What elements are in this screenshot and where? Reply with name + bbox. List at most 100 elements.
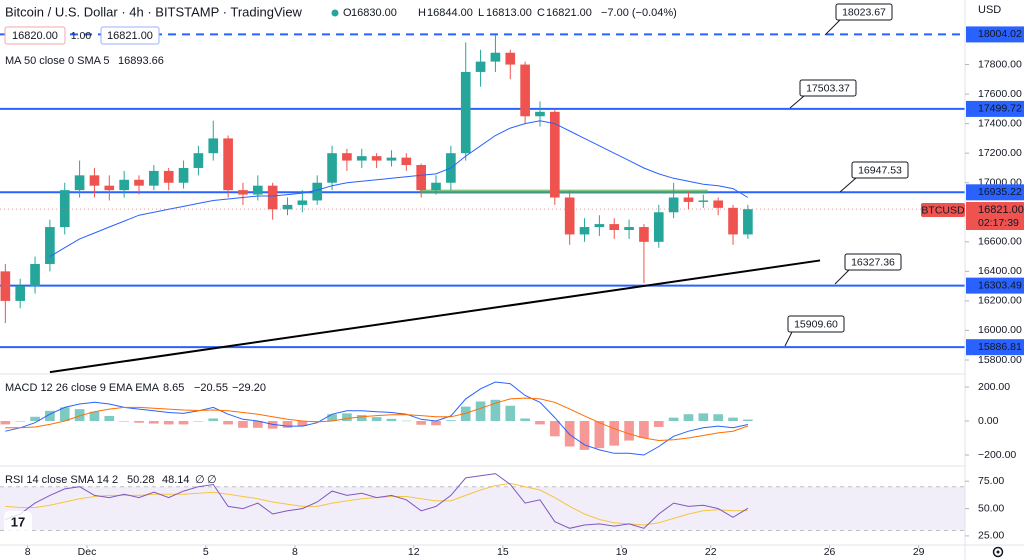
macd-histogram-bar xyxy=(401,420,412,422)
y-tick-label: 16000.00 xyxy=(978,324,1022,336)
macd-histogram-bar xyxy=(386,418,397,422)
tv-logo: 17 xyxy=(4,511,32,535)
candle-body xyxy=(639,227,649,242)
macd-histogram-bar xyxy=(564,421,575,447)
macd-histogram-bar xyxy=(163,421,174,425)
macd-histogram-bar xyxy=(520,418,530,422)
x-tick-label: 8 xyxy=(292,546,298,558)
macd-histogram-bar xyxy=(342,413,352,422)
candle-body xyxy=(0,271,11,301)
level-tag-text: 15886.81 xyxy=(978,341,1022,353)
macd-histogram-bar xyxy=(668,417,679,422)
macd-histogram-bar xyxy=(149,421,159,424)
callout-leader xyxy=(784,331,793,347)
macd-histogram-bar xyxy=(579,421,590,450)
y-tick-label: 25.00 xyxy=(978,530,1004,542)
macd-histogram-bar xyxy=(252,421,263,428)
macd-histogram-bar xyxy=(446,420,456,422)
macd-histogram-bar xyxy=(698,413,709,422)
x-tick-label: 15 xyxy=(497,546,509,558)
symbol-tag-text: BTCUSD xyxy=(921,204,965,216)
candle-body xyxy=(728,207,738,235)
rsi-legend-value: 48.14 xyxy=(162,474,190,486)
candle-body xyxy=(594,224,605,228)
svg-text:17: 17 xyxy=(11,514,25,529)
x-tick-label: 5 xyxy=(203,546,209,558)
trendline xyxy=(49,259,821,374)
callout-box xyxy=(844,253,902,271)
macd-histogram-bar xyxy=(104,415,115,422)
sell-price[interactable]: 16820.00 xyxy=(12,30,58,42)
macd-histogram-bar xyxy=(624,421,634,441)
candle-body xyxy=(713,200,724,208)
rsi-legend-value: 50.28 xyxy=(127,474,155,486)
x-tick-label: 8 xyxy=(25,546,31,558)
y-tick-label: 16200.00 xyxy=(978,295,1022,307)
candle-body xyxy=(386,157,397,161)
macd-histogram-bar xyxy=(0,421,11,425)
candle-body xyxy=(134,179,144,186)
x-tick-label: 29 xyxy=(913,546,925,558)
callout-box xyxy=(799,79,857,97)
buy-button[interactable] xyxy=(100,26,160,45)
macd-histogram-bar xyxy=(639,421,649,438)
macd-legend-value: −29.20 xyxy=(232,382,266,394)
callout-text: 15909.60 xyxy=(794,318,838,330)
macd-histogram-bar xyxy=(653,421,664,427)
y-tick-label: −200.00 xyxy=(978,449,1016,461)
candle-body xyxy=(342,153,352,161)
callout-leader xyxy=(789,95,805,109)
candle-body xyxy=(579,227,590,235)
macd-histogram-bar xyxy=(371,417,382,422)
rsi-legend-extra: ∅ xyxy=(207,474,217,486)
level-tag xyxy=(966,277,1024,294)
ohlc-item: C xyxy=(537,7,545,19)
candle-body xyxy=(30,263,40,287)
last-price: 16821.00 xyxy=(978,204,1024,216)
macd-histogram-bar xyxy=(89,411,100,422)
macd-histogram-bar xyxy=(134,421,144,423)
candle-body xyxy=(490,52,501,62)
y-tick-label: 75.00 xyxy=(978,475,1004,487)
macd-histogram-bar xyxy=(475,401,486,422)
symbol-tag xyxy=(921,203,965,217)
macd-histogram-bar xyxy=(297,421,308,427)
macd-histogram-bar xyxy=(683,414,694,422)
y-tick-label: 0.00 xyxy=(978,415,999,427)
callout-leader xyxy=(834,269,850,285)
candle-body xyxy=(297,200,308,205)
candle-body xyxy=(416,165,426,191)
candle-body xyxy=(683,197,694,202)
candle-body xyxy=(178,167,189,183)
x-tick-label: Dec xyxy=(78,546,97,558)
macd-histogram-bar xyxy=(193,421,204,422)
callout-box xyxy=(835,3,893,21)
level-tag xyxy=(966,184,1024,201)
candle-body xyxy=(743,209,753,235)
level-tag-text: 18004.02 xyxy=(978,28,1022,40)
macd-histogram-bar xyxy=(713,414,724,422)
buy-price[interactable]: 16821.00 xyxy=(107,30,153,42)
macd-histogram-bar xyxy=(327,414,337,422)
level-tag xyxy=(966,100,1024,117)
plot-layer: 8 Dec 5 8 12 15 19 22 26 29 18023.67 17503.37 16947.… xyxy=(0,3,965,558)
candle-body xyxy=(624,227,634,231)
candle-body xyxy=(223,138,233,191)
symbol-title: Bitcoin / U.S. Dollar · 4h · BITSTAMP · … xyxy=(5,4,303,19)
macd-histogram-bar xyxy=(728,417,738,422)
callout-text: 16327.36 xyxy=(851,256,895,268)
countdown: 02:17:39 xyxy=(978,217,1019,229)
ma-value: 16893.66 xyxy=(118,55,164,67)
macd-histogram-bar xyxy=(282,421,293,428)
candle-body xyxy=(535,111,545,117)
candle-body xyxy=(475,61,486,72)
sell-button[interactable] xyxy=(4,26,66,45)
settings-icon[interactable] xyxy=(992,546,1004,558)
ohlc-item: L xyxy=(478,7,484,19)
rsi-label: RSI 14 close SMA 14 2 xyxy=(5,474,118,486)
macd-histogram-bar xyxy=(416,421,426,425)
macd-histogram-bar xyxy=(45,410,55,422)
y-tick-label: 17400.00 xyxy=(978,117,1022,129)
candle-body xyxy=(505,52,516,65)
